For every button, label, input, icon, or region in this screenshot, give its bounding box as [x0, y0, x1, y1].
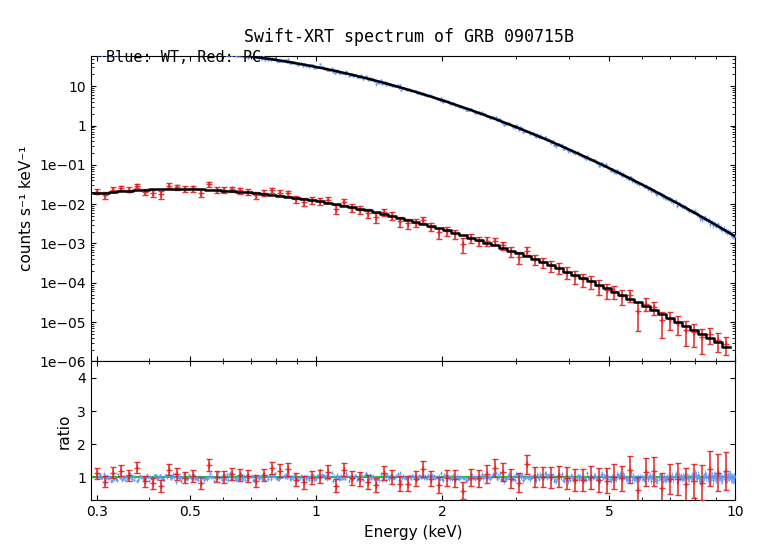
- Y-axis label: ratio: ratio: [57, 413, 72, 449]
- X-axis label: Energy (keV): Energy (keV): [364, 525, 462, 540]
- Text: Blue: WT, Red: PC: Blue: WT, Red: PC: [106, 50, 262, 65]
- Text: Swift-XRT spectrum of GRB 090715B: Swift-XRT spectrum of GRB 090715B: [244, 28, 575, 46]
- Y-axis label: counts s⁻¹ keV⁻¹: counts s⁻¹ keV⁻¹: [19, 146, 34, 271]
